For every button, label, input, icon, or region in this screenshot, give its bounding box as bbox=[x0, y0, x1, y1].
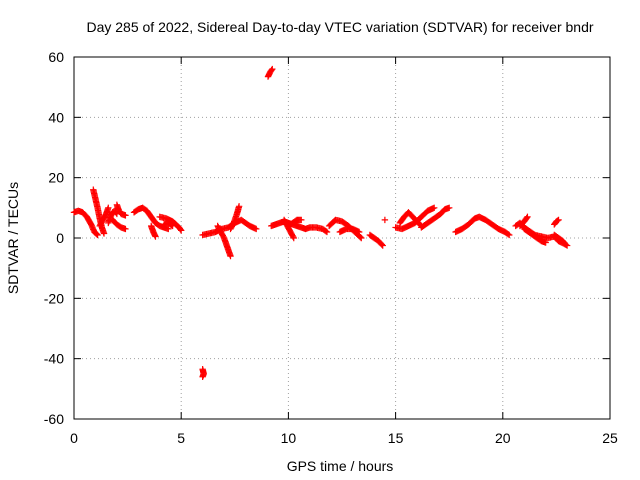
x-tick-label: 0 bbox=[70, 430, 78, 446]
data-point bbox=[169, 222, 176, 230]
grid-lines bbox=[74, 57, 610, 419]
x-tick-label: 20 bbox=[495, 430, 511, 446]
data-point bbox=[105, 204, 112, 212]
data-point bbox=[165, 225, 172, 233]
x-tick-label: 25 bbox=[602, 430, 618, 446]
y-tick-label: 60 bbox=[48, 49, 64, 65]
data-point bbox=[524, 213, 531, 221]
data-point bbox=[199, 373, 206, 380]
data-point bbox=[506, 231, 513, 239]
data-point bbox=[290, 234, 297, 242]
data-point bbox=[446, 204, 453, 212]
y-tick-label: 40 bbox=[48, 109, 64, 125]
data-point bbox=[168, 221, 175, 229]
data-point bbox=[269, 65, 276, 73]
data-point bbox=[177, 226, 184, 233]
data-point bbox=[178, 227, 185, 234]
data-point bbox=[235, 203, 243, 210]
y-axis-label: SDTVAR / TECUs bbox=[5, 182, 21, 294]
data-point bbox=[94, 231, 101, 239]
data-point bbox=[523, 214, 530, 222]
y-tick-label: 20 bbox=[48, 170, 64, 186]
data-point bbox=[253, 225, 260, 233]
y-tick-label: -40 bbox=[44, 351, 64, 367]
data-point bbox=[289, 233, 297, 240]
x-tick-label: 10 bbox=[281, 430, 297, 446]
data-point bbox=[358, 234, 365, 242]
y-tick-label: -60 bbox=[44, 411, 64, 427]
chart-title: Day 285 of 2022, Sidereal Day-to-day VTE… bbox=[86, 19, 593, 35]
data-point bbox=[93, 231, 100, 238]
data-point bbox=[323, 228, 331, 236]
y-tick-label: 0 bbox=[56, 230, 64, 246]
data-points bbox=[70, 65, 571, 380]
data-point bbox=[542, 239, 549, 246]
data-point bbox=[563, 242, 571, 249]
data-point bbox=[322, 228, 330, 235]
data-point bbox=[504, 231, 512, 238]
data-point bbox=[562, 241, 570, 248]
data-point bbox=[555, 216, 562, 224]
data-point bbox=[268, 66, 275, 74]
data-point bbox=[554, 217, 561, 224]
data-point bbox=[152, 233, 159, 240]
data-point bbox=[430, 204, 438, 212]
x-tick-label: 5 bbox=[177, 430, 185, 446]
data-point bbox=[100, 230, 108, 237]
y-tick-label: -20 bbox=[44, 290, 64, 306]
data-point bbox=[298, 216, 305, 224]
axis-ticks: 0 5 10 15 20 25 -60 -40 -20 0 20 40 60 bbox=[44, 49, 618, 446]
data-point bbox=[381, 216, 389, 224]
data-point bbox=[379, 242, 386, 249]
data-point bbox=[357, 233, 364, 241]
data-point bbox=[122, 225, 129, 233]
x-axis-label: GPS time / hours bbox=[287, 458, 394, 474]
data-point bbox=[122, 212, 129, 219]
data-point bbox=[227, 252, 234, 260]
data-point bbox=[355, 228, 363, 236]
data-point bbox=[378, 241, 386, 248]
x-tick-label: 15 bbox=[388, 430, 404, 446]
